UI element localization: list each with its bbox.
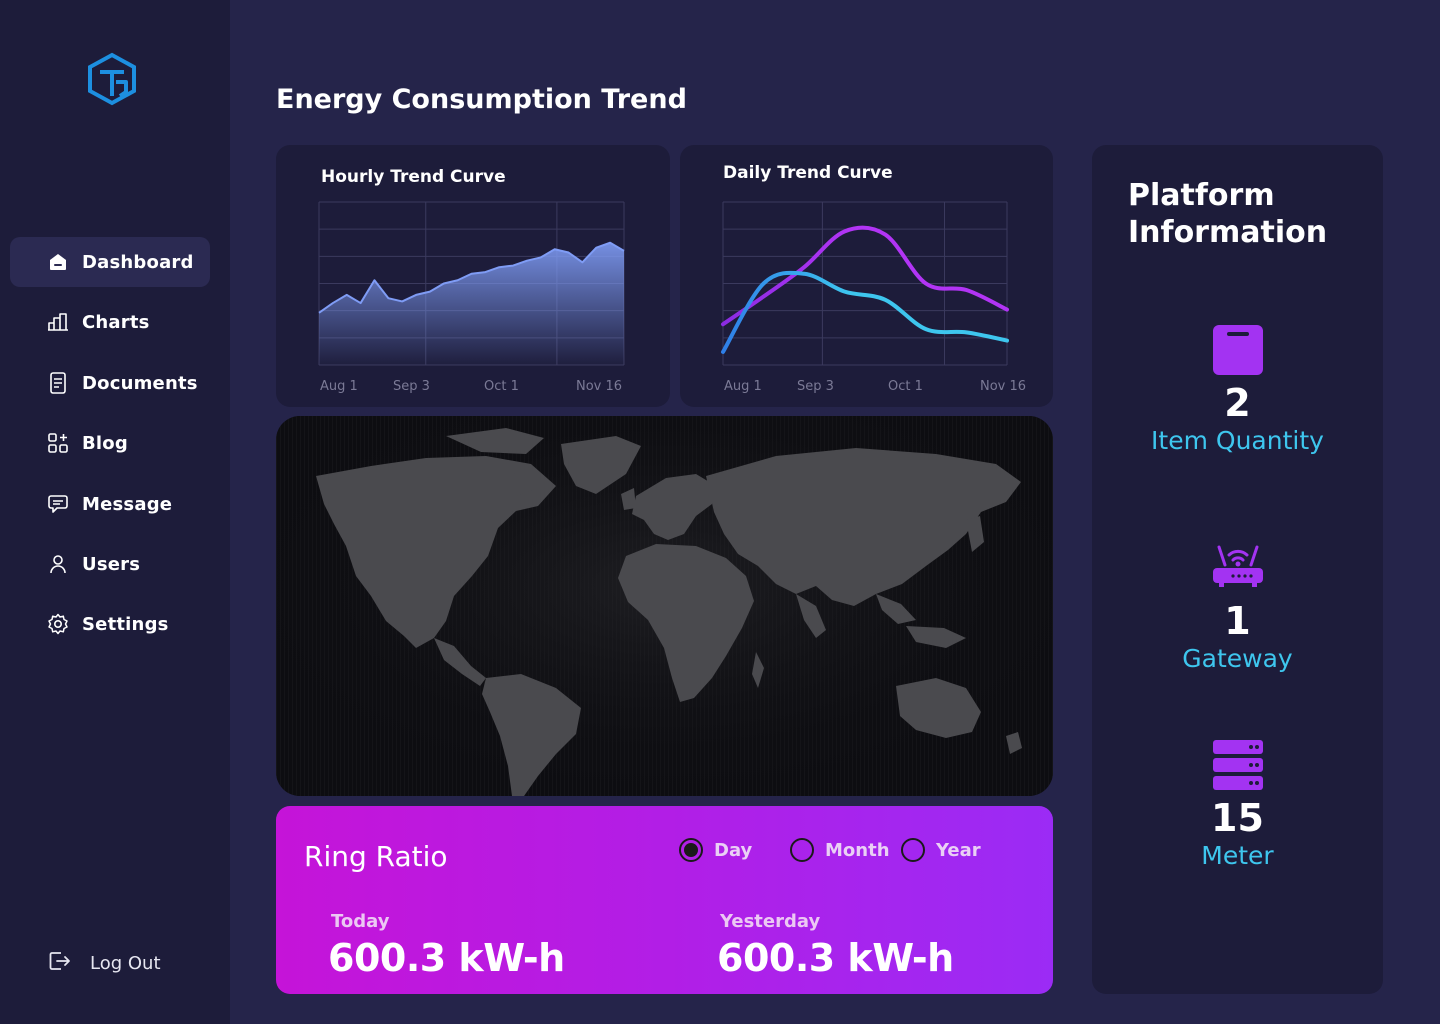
server-icon bbox=[1212, 740, 1263, 790]
radio-year[interactable]: Year bbox=[901, 838, 981, 862]
radio-month[interactable]: Month bbox=[790, 838, 890, 862]
radio-label: Month bbox=[825, 839, 890, 861]
ring-ratio-title: Ring Ratio bbox=[304, 840, 448, 873]
meter-value: 15 bbox=[1211, 796, 1264, 840]
yesterday-value: 600.3 kW-h bbox=[717, 936, 954, 980]
series-line bbox=[721, 225, 1009, 327]
area-line bbox=[318, 241, 625, 314]
yesterday-label: Yesterday bbox=[720, 911, 821, 932]
box-icon bbox=[1212, 325, 1263, 375]
sidebar-item-users[interactable]: Users bbox=[10, 539, 210, 589]
hourly-trend-card: Hourly Trend Curve Aug 1 Sep 3 Oct 1 Nov 16 bbox=[276, 145, 670, 407]
daily-trend-chart[interactable]: Aug 1 Sep 3 Oct 1 Nov 16 bbox=[680, 145, 1053, 407]
radio-circle bbox=[901, 838, 925, 862]
logout-button[interactable]: Log Out bbox=[48, 950, 161, 976]
grid-plus-icon bbox=[46, 431, 70, 455]
chart-title: Hourly Trend Curve bbox=[321, 167, 506, 187]
logout-label: Log Out bbox=[90, 952, 161, 974]
radio-label: Day bbox=[714, 839, 753, 861]
sidebar-item-label: Message bbox=[82, 493, 173, 515]
x-tick-label: Oct 1 bbox=[484, 379, 519, 394]
gateway-stat: 1 Gateway bbox=[1092, 541, 1383, 675]
meter-stat: 15 Meter bbox=[1092, 738, 1383, 872]
home-icon bbox=[46, 250, 70, 274]
bar-chart-icon bbox=[46, 310, 70, 334]
sidebar: Dashboard Charts Documents Blog Message … bbox=[0, 0, 230, 1024]
radio-label: Year bbox=[936, 839, 981, 861]
radio-circle bbox=[679, 838, 703, 862]
x-tick-label: Aug 1 bbox=[724, 379, 762, 394]
world-map-image bbox=[276, 416, 1053, 796]
sidebar-item-label: Blog bbox=[82, 432, 128, 454]
router-icon bbox=[1212, 545, 1263, 587]
area-fill bbox=[319, 242, 624, 365]
page-title: Energy Consumption Trend bbox=[276, 84, 687, 115]
sidebar-item-label: Dashboard bbox=[82, 251, 194, 273]
x-tick-label: Oct 1 bbox=[888, 379, 923, 394]
sidebar-item-dashboard[interactable]: Dashboard bbox=[10, 237, 210, 287]
hourly-trend-chart[interactable]: Aug 1 Sep 3 Oct 1 Nov 16 bbox=[276, 145, 670, 407]
meter-label: Meter bbox=[1201, 841, 1274, 870]
x-tick-label: Aug 1 bbox=[320, 379, 358, 394]
sidebar-item-label: Settings bbox=[82, 613, 169, 635]
sidebar-item-charts[interactable]: Charts bbox=[10, 297, 210, 347]
radio-circle bbox=[790, 838, 814, 862]
sidebar-item-blog[interactable]: Blog bbox=[10, 418, 210, 468]
sidebar-item-label: Users bbox=[82, 553, 141, 575]
today-label: Today bbox=[331, 911, 390, 932]
daily-trend-card: Daily Trend Curve Aug 1 Sep 3 Oct 1 Nov 16 bbox=[680, 145, 1053, 407]
x-tick-label: Nov 16 bbox=[980, 379, 1026, 394]
ring-ratio-card: Ring Ratio Day Month Year Today 600.3 kW… bbox=[276, 806, 1053, 994]
x-tick-label: Nov 16 bbox=[576, 379, 622, 394]
chart-title: Daily Trend Curve bbox=[723, 163, 893, 183]
message-icon bbox=[46, 492, 70, 516]
sidebar-item-label: Charts bbox=[82, 311, 150, 333]
x-tick-label: Sep 3 bbox=[393, 379, 430, 394]
radio-selected-dot bbox=[684, 843, 698, 857]
item-quantity-label: Item Quantity bbox=[1151, 426, 1324, 455]
radio-day[interactable]: Day bbox=[679, 838, 752, 862]
gateway-value: 1 bbox=[1224, 599, 1251, 643]
sidebar-item-message[interactable]: Message bbox=[10, 479, 210, 529]
series-line bbox=[721, 270, 1009, 354]
platform-info-title: Platform Information bbox=[1128, 178, 1328, 250]
item-quantity-value: 2 bbox=[1224, 381, 1251, 425]
document-icon bbox=[46, 371, 70, 395]
sidebar-item-label: Documents bbox=[82, 372, 198, 394]
item-quantity-stat: 2 Item Quantity bbox=[1092, 323, 1383, 457]
logout-icon bbox=[48, 950, 72, 976]
gateway-label: Gateway bbox=[1182, 644, 1293, 673]
platform-info-card: Platform Information 2 Item Quantity 1 G… bbox=[1092, 145, 1383, 994]
world-map[interactable] bbox=[276, 416, 1053, 796]
user-icon bbox=[46, 552, 70, 576]
gear-icon bbox=[46, 612, 70, 636]
sidebar-item-documents[interactable]: Documents bbox=[10, 358, 210, 408]
x-tick-label: Sep 3 bbox=[797, 379, 834, 394]
logo-icon[interactable] bbox=[86, 52, 138, 106]
sidebar-item-settings[interactable]: Settings bbox=[10, 599, 210, 649]
today-value: 600.3 kW-h bbox=[328, 936, 565, 980]
